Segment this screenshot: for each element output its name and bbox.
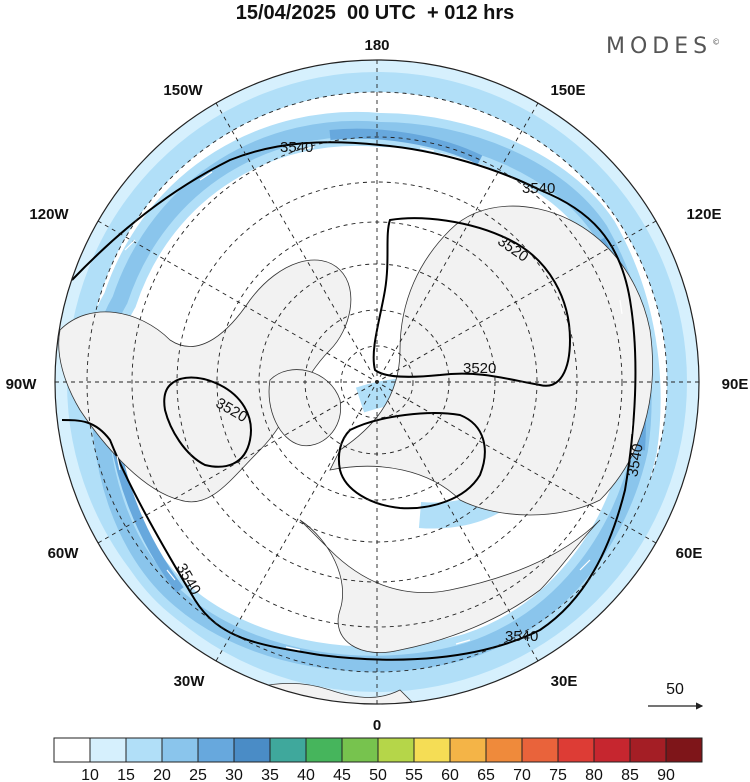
colorbar-tick-label: 35 bbox=[261, 767, 279, 782]
contour-label: 3540 bbox=[624, 442, 647, 478]
colorbar-tick-label: 75 bbox=[549, 767, 567, 782]
colorbar-swatch bbox=[629, 737, 667, 763]
height-contours bbox=[61, 141, 637, 661]
colorbar-swatch bbox=[89, 737, 127, 763]
lon-label-30e: 30E bbox=[551, 673, 578, 690]
wind-arrow bbox=[519, 189, 533, 199]
colorbar-swatch bbox=[125, 737, 163, 763]
wind-arrow bbox=[455, 639, 471, 645]
contour-label: 3520 bbox=[463, 360, 496, 377]
lon-label-60w: 60W bbox=[48, 545, 80, 562]
colorbar-tick-label: 50 bbox=[369, 767, 387, 782]
colorbar-swatch bbox=[413, 737, 451, 763]
colorbar-swatch bbox=[233, 737, 271, 763]
eurasia-land bbox=[329, 205, 653, 516]
lon-label-60e: 60E bbox=[676, 545, 703, 562]
map-disc bbox=[55, 60, 699, 704]
colorbar-swatch bbox=[593, 737, 631, 763]
colorbar-tick-label: 70 bbox=[513, 767, 531, 782]
contour-label: 3540 bbox=[522, 180, 555, 197]
lon-label-30w: 30W bbox=[174, 673, 206, 690]
contour-3520-east bbox=[337, 412, 486, 510]
contour-label: 3540 bbox=[505, 628, 538, 645]
contour-labels: 3540 3540 3540 3540 3540 3520 3520 3520 bbox=[173, 139, 647, 645]
latitude-circle bbox=[340, 345, 414, 419]
colorbar: 10 15 20 25 30 35 40 45 50 55 60 65 70 75 80 85 90 bbox=[53, 737, 703, 782]
north-america-land bbox=[58, 259, 352, 503]
copyright-mark: © bbox=[712, 37, 721, 47]
colorbar-swatch bbox=[161, 737, 199, 763]
jet-core-north bbox=[329, 128, 483, 165]
latitude-circle bbox=[131, 136, 623, 628]
lon-label-0: 0 bbox=[373, 717, 381, 734]
colorbar-swatch bbox=[665, 737, 703, 763]
colorbar-swatch bbox=[449, 737, 487, 763]
contour-label: 3540 bbox=[280, 139, 313, 156]
wind-arrow bbox=[124, 239, 136, 251]
colorbar-swatch bbox=[521, 737, 559, 763]
colorbar-tick-label: 65 bbox=[477, 767, 495, 782]
wind-arrow bbox=[199, 171, 213, 181]
wind-vectors bbox=[116, 146, 633, 651]
contour-3520-north bbox=[372, 217, 572, 387]
map-border bbox=[54, 59, 700, 705]
colorbar-swatch bbox=[557, 737, 595, 763]
colorbar-swatch bbox=[485, 737, 523, 763]
colorbar-tick-label: 55 bbox=[405, 767, 423, 782]
lon-label-120w: 120W bbox=[29, 206, 69, 223]
colorbar-swatch bbox=[341, 737, 379, 763]
contour-3520-west bbox=[163, 376, 252, 468]
colorbar-swatch bbox=[305, 737, 343, 763]
meridian-120e-60w bbox=[97, 220, 657, 544]
colorbar-tick-label: 20 bbox=[153, 767, 171, 782]
reference-vector: 50 bbox=[648, 681, 704, 710]
colorbar-tick-label: 45 bbox=[333, 767, 351, 782]
lon-label-120e: 120E bbox=[686, 206, 721, 223]
greenland-land bbox=[268, 369, 342, 447]
colorbar-tick-label: 25 bbox=[189, 767, 207, 782]
wind-arrow bbox=[299, 146, 315, 151]
colorbar-tick-label: 30 bbox=[225, 767, 243, 782]
graticule bbox=[55, 60, 699, 704]
lon-label-150w: 150W bbox=[163, 82, 203, 99]
wind-arrow bbox=[579, 559, 591, 571]
colorbar-tick-label: 15 bbox=[117, 767, 135, 782]
colorbar-swatch bbox=[197, 737, 235, 763]
colorbar-tick-label: 10 bbox=[81, 767, 99, 782]
wind-arrow bbox=[419, 147, 435, 152]
land-masses bbox=[58, 205, 653, 704]
modes-logo: MODES© bbox=[606, 34, 720, 59]
lon-label-90e: 90E bbox=[722, 376, 749, 393]
colorbar-tick-label: 80 bbox=[585, 767, 603, 782]
lon-label-180: 180 bbox=[364, 37, 389, 54]
wind-arrow bbox=[619, 299, 623, 315]
longitude-labels: 180 150E 120E 90E 60E 30E 0 30W 60W 90W … bbox=[6, 37, 749, 734]
colorbar-tick-label: 40 bbox=[297, 767, 315, 782]
wind-arrow bbox=[285, 646, 301, 651]
colorbar-swatch bbox=[269, 737, 307, 763]
wind-arrow bbox=[166, 569, 176, 581]
reference-vector-label: 50 bbox=[666, 681, 684, 698]
colorbar-tick-label: 90 bbox=[657, 767, 675, 782]
colorbar-swatch bbox=[53, 737, 91, 763]
europe-africa-land bbox=[299, 519, 601, 653]
wind-arrow bbox=[630, 419, 633, 435]
colorbar-tick-label: 60 bbox=[441, 767, 459, 782]
contour-3540 bbox=[61, 141, 637, 661]
colorbar-swatch bbox=[377, 737, 415, 763]
lon-label-150e: 150E bbox=[550, 82, 585, 99]
wind-arrow bbox=[116, 455, 121, 471]
colorbar-tick-label: 85 bbox=[621, 767, 639, 782]
brand-name: MODES bbox=[606, 34, 713, 59]
lon-label-90w: 90W bbox=[6, 376, 38, 393]
map-title: 15/04/2025 00 UTC + 012 hrs bbox=[235, 2, 515, 24]
